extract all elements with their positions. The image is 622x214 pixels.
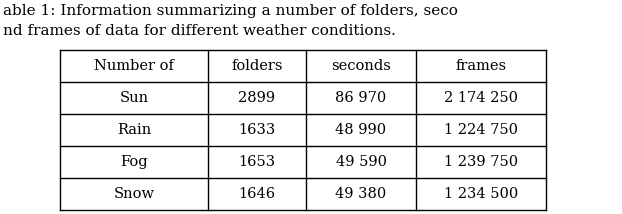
Text: 1 224 750: 1 224 750 <box>444 123 518 137</box>
Text: seconds: seconds <box>331 59 391 73</box>
Text: nd frames of data for different weather conditions.: nd frames of data for different weather … <box>3 24 396 38</box>
Text: Rain: Rain <box>117 123 151 137</box>
Text: able 1: Information summarizing a number of folders, seco: able 1: Information summarizing a number… <box>3 4 458 18</box>
Text: Sun: Sun <box>119 91 149 105</box>
Text: 49 380: 49 380 <box>335 187 387 201</box>
Text: 48 990: 48 990 <box>335 123 386 137</box>
Text: Number of: Number of <box>94 59 174 73</box>
Text: 1 239 750: 1 239 750 <box>444 155 518 169</box>
Text: 49 590: 49 590 <box>335 155 386 169</box>
Text: Fog: Fog <box>120 155 148 169</box>
Text: 2 174 250: 2 174 250 <box>444 91 518 105</box>
Text: frames: frames <box>455 59 506 73</box>
Text: Snow: Snow <box>113 187 154 201</box>
Text: folders: folders <box>231 59 283 73</box>
Text: 1653: 1653 <box>238 155 276 169</box>
Text: 2899: 2899 <box>238 91 276 105</box>
Text: 1646: 1646 <box>238 187 276 201</box>
Text: 1 234 500: 1 234 500 <box>444 187 518 201</box>
Text: 86 970: 86 970 <box>335 91 387 105</box>
Text: 1633: 1633 <box>238 123 276 137</box>
